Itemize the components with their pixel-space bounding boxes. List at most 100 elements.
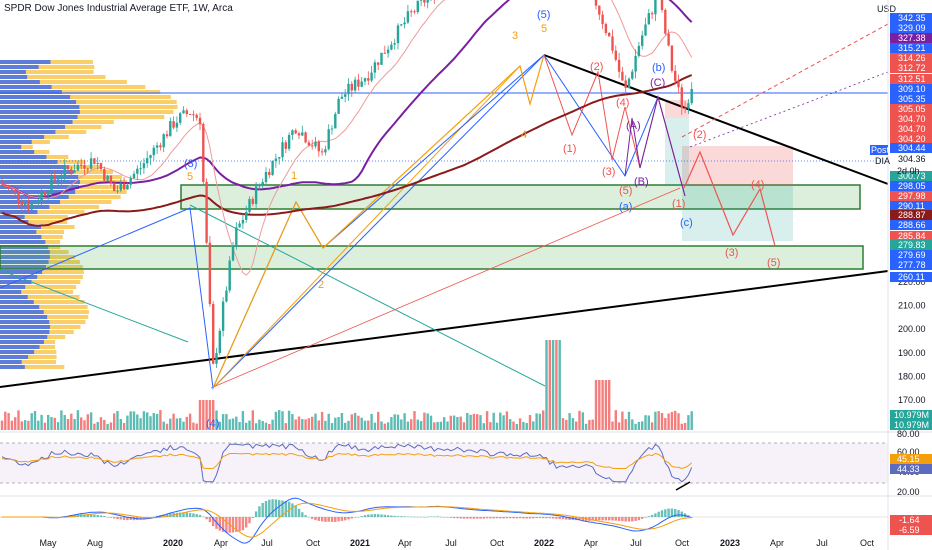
- candle-body: [4, 184, 7, 188]
- volume-bar: [132, 411, 136, 430]
- candle-body: [96, 162, 99, 164]
- macd-histogram-bar: [608, 517, 611, 521]
- price-tag: [890, 63, 932, 73]
- wave-label: 3: [512, 30, 518, 42]
- macd-histogram-bar: [271, 499, 274, 517]
- volume-profile-bar: [0, 285, 26, 289]
- macd-histogram-bar: [400, 516, 403, 517]
- wave-label: (B): [634, 176, 649, 188]
- macd-histogram-bar: [185, 512, 188, 517]
- price-tag: [890, 171, 932, 181]
- macd-histogram-bar: [479, 517, 482, 519]
- candle-body: [162, 134, 165, 148]
- volume-bar: [324, 420, 327, 430]
- macd-histogram-bar: [353, 517, 357, 518]
- volume-bar: [383, 423, 386, 430]
- macd-histogram-bar: [489, 517, 492, 519]
- wave-label: (5): [619, 185, 632, 197]
- candle-body: [284, 142, 287, 149]
- volume-bar: [683, 422, 687, 430]
- candle-body: [604, 24, 608, 34]
- volume-bar: [23, 420, 27, 430]
- wave-label: (A): [626, 120, 641, 132]
- teal-trend-down[interactable]: [189, 204, 546, 387]
- wave-label: (C): [650, 77, 665, 89]
- rsi-line: [1, 443, 693, 483]
- volume-profile-bar: [0, 115, 78, 119]
- price-tag-text: 300.73: [898, 171, 926, 181]
- volume-bar: [182, 421, 185, 430]
- volume-bar: [43, 422, 47, 430]
- volume-bar: [575, 421, 578, 430]
- macd-histogram-bar: [551, 517, 555, 519]
- macd-histogram-bar: [264, 500, 268, 517]
- candle-body: [76, 164, 80, 171]
- volume-bar: [218, 421, 221, 430]
- volume-profile-bar: [0, 80, 127, 84]
- time-tick-label: May: [39, 538, 57, 548]
- macd-pane[interactable]: [0, 497, 888, 544]
- candle-body: [241, 219, 245, 224]
- teal-trend-left[interactable]: [0, 269, 189, 343]
- macd-histogram-bar: [235, 517, 238, 532]
- volume-bar: [344, 422, 347, 430]
- candle-body: [654, 0, 657, 15]
- macd-histogram-bar: [654, 513, 657, 517]
- volume-profile-bar: [0, 200, 60, 204]
- macd-histogram-bar: [165, 513, 169, 517]
- volume-bar: [565, 419, 568, 430]
- candle-body: [179, 113, 182, 123]
- candle-body: [146, 158, 149, 164]
- candle-body: [324, 149, 327, 153]
- time-axis[interactable]: May Aug 2020 Apr Jul Oct 2021 Apr Jul Oct 2022 Apr J…: [39, 538, 874, 548]
- volume-bar: [650, 422, 654, 430]
- red-thin-trend[interactable]: [210, 187, 681, 389]
- macd-histogram-bar: [373, 514, 377, 517]
- volume-bar: [271, 419, 274, 430]
- price-tag: [890, 94, 932, 104]
- blue-long-trend[interactable]: [212, 54, 545, 389]
- black-trend-upper[interactable]: [543, 54, 889, 185]
- macd-histogram: [0, 499, 693, 533]
- time-tick-label: Apr: [398, 538, 412, 548]
- candle-body: [601, 14, 604, 25]
- volume-bar: [670, 411, 674, 430]
- candle-body: [363, 78, 367, 82]
- candle-body: [175, 122, 179, 128]
- price-tag: [890, 191, 932, 201]
- rsi-pane[interactable]: [0, 442, 888, 491]
- volume-bar: [637, 421, 641, 430]
- time-tick-label: Oct: [860, 538, 875, 548]
- volume-profile-bar: [0, 100, 177, 104]
- candle-body: [245, 212, 248, 220]
- red-dashed-extension[interactable]: [681, 23, 889, 138]
- volume-bar: [89, 412, 93, 430]
- candle-body: [330, 128, 334, 130]
- volume-bar: [258, 419, 261, 430]
- price-tag-text: 277.78: [898, 260, 926, 270]
- price-tick-label: 200.00: [898, 324, 926, 334]
- orange-long-trend[interactable]: [212, 65, 521, 389]
- dotted-up-trend[interactable]: [689, 71, 889, 148]
- volume-bar: [522, 421, 525, 430]
- macd-histogram-bar: [403, 516, 406, 517]
- macd-histogram-bar: [258, 506, 261, 517]
- price-tag: [890, 231, 932, 241]
- candle-body: [23, 203, 27, 206]
- volume-profile-bar: [0, 305, 40, 309]
- volume-bar: [485, 411, 489, 430]
- volume-profile-bar: [0, 205, 50, 209]
- macd-histogram-bar: [311, 517, 314, 519]
- candle-body: [225, 290, 228, 302]
- volume-bar: [403, 413, 406, 430]
- price-tag-text: 305.05: [898, 104, 926, 114]
- volume-bar: [492, 412, 495, 430]
- price-tag: [890, 124, 932, 134]
- macd-histogram-bar: [284, 501, 287, 517]
- black-trend-lower[interactable]: [0, 270, 889, 388]
- macd-histogram-bar: [324, 517, 327, 522]
- volume-bar: [410, 419, 413, 430]
- macd-histogram-bar: [578, 517, 581, 521]
- volume-bar: [489, 422, 492, 430]
